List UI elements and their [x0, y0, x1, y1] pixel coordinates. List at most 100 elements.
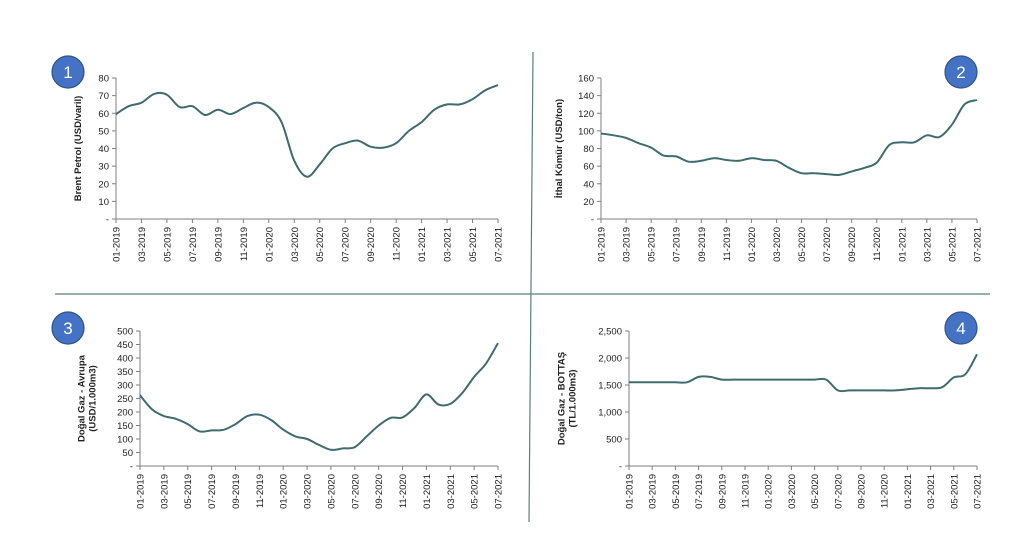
x-tick-label: 11-2019 [239, 227, 250, 261]
chart-panel-ithal-komur: - 20 40 60 80 100 120 140 160 01-2019 03-2019 05-20… [554, 55, 984, 262]
y-tick-label: 50 [98, 126, 109, 137]
y-tick-label: 60 [583, 162, 594, 173]
x-tick-label: 01-2020 [764, 474, 775, 509]
x-tick-label: 05-2020 [797, 227, 808, 262]
x-tick-label: 07-2020 [822, 227, 833, 262]
y-tick-label: 400 [117, 354, 133, 365]
x-tick-label: 09-2020 [374, 474, 385, 509]
x-tick-label: 03-2019 [648, 474, 659, 509]
badge-number: 4 [956, 319, 965, 338]
y-axis-title: Doğal Gaz - Avrupa [77, 354, 88, 442]
y-tick-label: 500 [606, 435, 622, 446]
x-tick-label: 07-2019 [672, 227, 683, 262]
x-tick-label: 09-2019 [213, 227, 224, 262]
badge-circle [51, 55, 85, 89]
x-tick-label: 05-2021 [468, 227, 479, 262]
y-tick-label: 2,000 [598, 354, 622, 365]
y-axis-title: İthal Kömür (USD/ton) [554, 99, 565, 198]
badge-number: 2 [956, 63, 965, 82]
badge-circle [944, 55, 978, 89]
y-tick-label: 250 [117, 394, 133, 405]
x-tick-label: 01-2020 [264, 227, 275, 262]
x-tick-label: 05-2020 [315, 227, 326, 262]
x-tick-label: 03-2020 [772, 227, 783, 262]
x-tick-label: 05-2021 [947, 227, 958, 262]
chart-number-badge: 1 [51, 55, 85, 89]
y-tick-label: 350 [117, 367, 133, 378]
y-tick-label: 1,000 [598, 408, 622, 419]
chart-number-badge: 4 [944, 311, 978, 345]
x-tick-label: 11-2019 [741, 474, 752, 508]
series-line [600, 99, 978, 177]
x-tick-label: 05-2020 [326, 474, 337, 509]
vertical-divider [528, 51, 534, 523]
x-tick-label: 07-2019 [207, 474, 218, 509]
x-tick-label: 07-2020 [833, 474, 844, 509]
x-tick-label: 09-2020 [366, 227, 377, 262]
y-tick-label: 120 [578, 109, 594, 120]
x-tick-label: 09-2019 [697, 227, 708, 262]
x-tick-label: 07-2021 [973, 474, 984, 509]
chart-panel-dogal-gaz-bottas: - 500 1,000 1,500 2,000 2,500 01-2019 03-2019 05… [557, 311, 984, 509]
y-tick-label: 2,500 [598, 327, 622, 338]
x-tick-label: 01-2021 [897, 227, 908, 262]
y-tick-label: 450 [117, 340, 133, 351]
chart-panel-brent-petrol: - 10 20 30 40 50 60 70 80 01-2019 03-2019 05-2019 07… [51, 55, 505, 262]
x-tick-label: 11-2020 [872, 227, 883, 261]
y-tick-label: 60 [98, 109, 109, 120]
x-tick-label: 05-2019 [671, 474, 682, 509]
series-line [139, 342, 499, 451]
x-tick-label: 03-2021 [922, 227, 933, 262]
x-tick-label: 07-2020 [341, 227, 352, 262]
x-tick-label: 01-2021 [417, 227, 428, 262]
series-line [629, 353, 978, 393]
y-axis-title: Brent Petrol (USD/varil) [73, 96, 84, 202]
y-tick-label: 40 [98, 144, 109, 155]
x-tick-label: 09-2020 [857, 474, 868, 509]
chart-number-badge: 3 [51, 311, 85, 345]
y-tick-label: 10 [98, 197, 109, 208]
badge-number: 1 [63, 63, 72, 82]
y-tick-label: 140 [578, 91, 594, 102]
x-tick-label: 03-2019 [137, 227, 148, 262]
y-tick-label: 30 [98, 162, 109, 173]
x-tick-label: 09-2020 [847, 227, 858, 262]
badge-circle [51, 311, 85, 345]
x-tick-label: 07-2019 [694, 474, 705, 509]
y-tick-label: 80 [98, 74, 109, 85]
y-tick-label: - [619, 462, 622, 473]
x-tick-label: 11-2020 [880, 474, 891, 508]
x-tick-label: 07-2021 [494, 227, 505, 262]
x-tick-label: 11-2020 [392, 227, 403, 261]
x-tick-label: 05-2021 [470, 474, 481, 509]
x-tick-label: 03-2021 [926, 474, 937, 509]
x-tick-label: 05-2019 [647, 227, 658, 262]
x-tick-label: 03-2020 [787, 474, 798, 509]
x-tick-label: 07-2021 [973, 227, 984, 262]
chart-panel-dogal-gaz-avrupa: - 50 100 150 200 250 300 350 400 450 500 01-2019 03-… [51, 311, 505, 509]
x-tick-label: 07-2019 [188, 227, 199, 262]
y-tick-label: 160 [578, 74, 594, 85]
y-tick-label: 70 [98, 91, 109, 102]
y-tick-label: 20 [583, 197, 594, 208]
x-tick-label: 07-2020 [350, 474, 361, 509]
y-axis-title: (TL/1.000m3) [568, 369, 579, 427]
series-line [115, 84, 499, 178]
y-tick-label: 500 [117, 327, 133, 338]
y-tick-label: 300 [117, 381, 133, 392]
y-tick-label: 80 [583, 144, 594, 155]
x-tick-label: 11-2019 [722, 227, 733, 261]
x-tick-label: 03-2019 [159, 474, 170, 509]
x-tick-label: 09-2019 [231, 474, 242, 509]
y-tick-label: 20 [98, 179, 109, 190]
badge-circle [944, 311, 978, 345]
x-tick-label: 05-2019 [183, 474, 194, 509]
x-tick-label: 01-2021 [422, 474, 433, 509]
x-tick-label: 01-2019 [112, 227, 123, 262]
x-tick-label: 01-2021 [903, 474, 914, 509]
y-tick-label: 40 [583, 179, 594, 190]
chart-number-badge: 2 [944, 55, 978, 89]
y-tick-label: 200 [117, 408, 133, 419]
x-tick-label: 01-2019 [597, 227, 608, 262]
